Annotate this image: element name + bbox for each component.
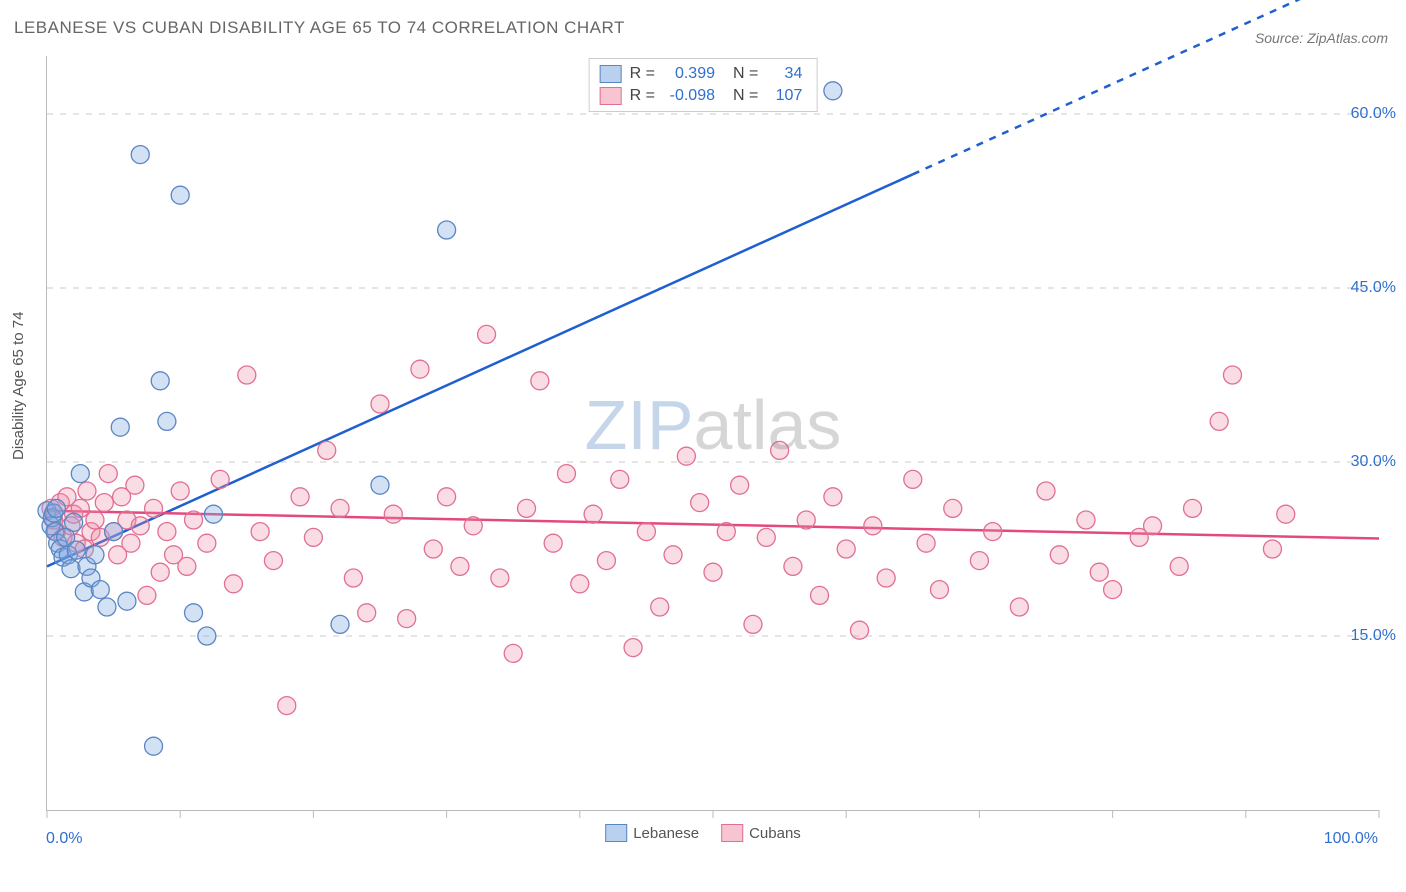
x-tick-max: 100.0% — [1324, 830, 1378, 848]
y-tick-label: 30.0% — [1351, 453, 1396, 471]
r-label: R = — [630, 85, 655, 107]
legend-row-cubans: R = -0.098 N = 107 — [600, 85, 803, 107]
n-value-cubans: 107 — [766, 85, 802, 107]
legend-item-cubans: Cubans — [721, 824, 801, 842]
n-label: N = — [733, 85, 758, 107]
r-value-lebanese: 0.399 — [663, 63, 715, 85]
r-label: R = — [630, 63, 655, 85]
source-attribution: Source: ZipAtlas.com — [1255, 30, 1388, 46]
y-tick-label: 15.0% — [1351, 627, 1396, 645]
chart-title: LEBANESE VS CUBAN DISABILITY AGE 65 TO 7… — [14, 18, 625, 38]
swatch-cubans — [721, 824, 743, 842]
legend-label-lebanese: Lebanese — [633, 825, 699, 842]
swatch-lebanese — [600, 65, 622, 83]
n-value-lebanese: 34 — [766, 63, 802, 85]
legend-item-lebanese: Lebanese — [605, 824, 699, 842]
plot-svg — [47, 56, 1379, 810]
chart-container: LEBANESE VS CUBAN DISABILITY AGE 65 TO 7… — [0, 0, 1406, 892]
legend-label-cubans: Cubans — [749, 825, 801, 842]
y-tick-label: 60.0% — [1351, 105, 1396, 123]
y-axis-label: Disability Age 65 to 74 — [10, 312, 27, 460]
plot-area: ZIPatlas — [46, 56, 1379, 811]
legend-row-lebanese: R = 0.399 N = 34 — [600, 63, 803, 85]
y-tick-label: 45.0% — [1351, 279, 1396, 297]
x-tick-min: 0.0% — [46, 830, 82, 848]
series-legend: Lebanese Cubans — [605, 824, 801, 842]
swatch-lebanese — [605, 824, 627, 842]
swatch-cubans — [600, 87, 622, 105]
n-label: N = — [733, 63, 758, 85]
r-value-cubans: -0.098 — [663, 85, 715, 107]
correlation-legend: R = 0.399 N = 34 R = -0.098 N = 107 — [589, 58, 818, 112]
